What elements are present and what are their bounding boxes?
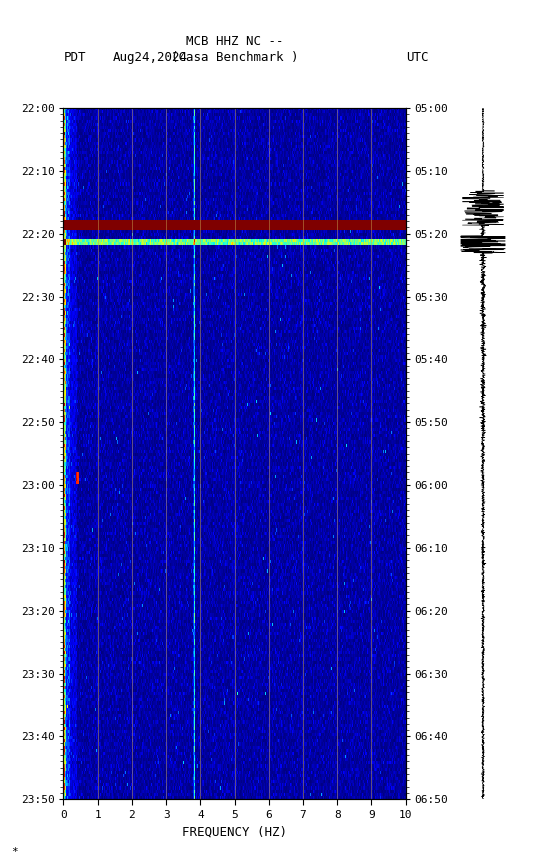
Text: *: * xyxy=(11,848,18,857)
Text: Aug24,2024: Aug24,2024 xyxy=(113,51,188,64)
Text: MCB HHZ NC --: MCB HHZ NC -- xyxy=(186,35,283,48)
X-axis label: FREQUENCY (HZ): FREQUENCY (HZ) xyxy=(182,825,287,838)
Text: (Casa Benchmark ): (Casa Benchmark ) xyxy=(171,51,298,64)
Text: UTC: UTC xyxy=(406,51,428,64)
Text: PDT: PDT xyxy=(63,51,86,64)
